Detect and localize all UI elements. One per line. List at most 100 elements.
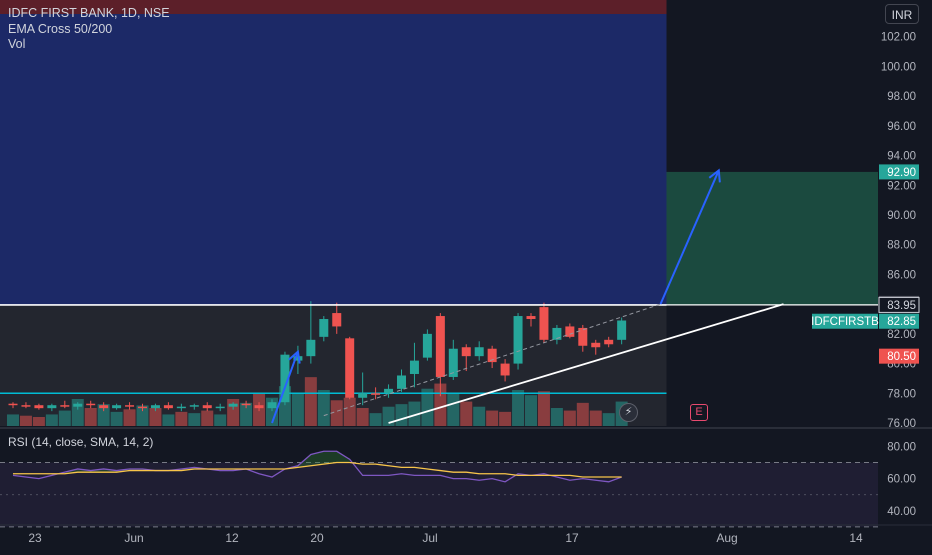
candle-body	[487, 348, 497, 363]
price-tick-label: 82.00	[887, 329, 916, 341]
volume-bar	[473, 406, 486, 426]
target-zone	[666, 171, 878, 305]
volume-bar	[19, 415, 32, 426]
rsi-tick-label: 40.00	[887, 506, 916, 518]
price-label-value: 92.90	[887, 167, 916, 179]
time-axis-label: Jun	[124, 531, 143, 545]
time-axis-label: 23	[28, 531, 42, 545]
volume-bar	[162, 414, 175, 426]
volume-bar	[188, 413, 201, 426]
volume-bar	[343, 397, 356, 426]
candle-body	[267, 402, 277, 409]
rsi-indicator-label[interactable]: RSI (14, close, SMA, 14, 2)	[8, 435, 154, 449]
volume-bar	[576, 402, 589, 426]
candle-body	[34, 405, 44, 409]
range-zone	[0, 0, 667, 305]
price-tick-label: 102.00	[881, 32, 916, 44]
candle-body	[461, 347, 471, 357]
candle-body	[319, 319, 329, 337]
volume-bar	[32, 417, 45, 426]
price-label-value: 83.95	[887, 300, 916, 312]
currency-button[interactable]: INR	[885, 4, 919, 24]
candle-body	[47, 405, 57, 409]
candle-body	[176, 406, 186, 409]
volume-bar	[317, 390, 330, 426]
support-trendline	[388, 303, 784, 424]
time-axis-label: 17	[565, 531, 579, 545]
price-tick-label: 98.00	[887, 91, 916, 103]
volume-bar	[7, 414, 19, 426]
price-label-box	[879, 313, 919, 329]
volume-bar	[525, 395, 537, 426]
volume-bar	[421, 388, 434, 426]
price-label-value: 82.85	[887, 316, 916, 328]
candle-body	[565, 326, 575, 337]
candle-body	[99, 405, 109, 409]
volume-bar	[240, 402, 253, 426]
price-tick-label: 86.00	[887, 269, 916, 281]
volume-bar	[447, 392, 460, 426]
time-axis-label: Aug	[716, 531, 737, 545]
volume-bar	[330, 400, 343, 426]
volume-bar	[123, 409, 136, 426]
volume-bar	[149, 408, 162, 426]
volume-bar	[499, 411, 512, 426]
candle-body	[591, 342, 601, 348]
candle-body	[604, 339, 614, 345]
candle-body	[293, 356, 303, 361]
candle-body	[73, 403, 83, 407]
candle-body	[397, 375, 406, 389]
candle-body	[578, 327, 588, 346]
volume-bar	[201, 410, 214, 426]
candle-body	[60, 405, 70, 407]
projection-arrow-head	[708, 168, 721, 183]
time-axis-label: 12	[225, 531, 239, 545]
volume-bar	[563, 410, 576, 426]
candle-body	[332, 313, 342, 327]
earnings-event-badge[interactable]: E	[690, 404, 708, 421]
candle-body	[228, 403, 238, 407]
candle-body	[539, 307, 549, 340]
volume-bar	[136, 405, 149, 426]
candle-body	[138, 406, 147, 409]
candle-body	[150, 405, 160, 409]
symbol-label-text: IDFCFIRSTB	[811, 316, 879, 328]
volume-indicator-label[interactable]: Vol	[8, 37, 26, 51]
ema-indicator-label[interactable]: EMA Cross 50/200	[8, 22, 113, 36]
candle-body	[21, 405, 31, 407]
volume-bar	[434, 383, 447, 426]
candle-body	[215, 406, 225, 409]
volume-bar	[408, 401, 421, 426]
volume-bar	[304, 377, 317, 426]
candle-body	[513, 316, 523, 364]
rsi-line	[12, 450, 622, 483]
candle-body	[371, 393, 381, 395]
volume-bar	[512, 390, 525, 426]
candle-body	[552, 327, 562, 340]
price-tick-label: 78.00	[887, 388, 916, 400]
price-label-value: 80.50	[887, 351, 916, 363]
candle-body	[409, 360, 419, 374]
price-label-box	[879, 348, 919, 364]
price-label-box	[878, 296, 920, 313]
candle-body	[306, 339, 316, 357]
projection-arrow	[659, 170, 720, 305]
volume-bar	[110, 411, 123, 426]
rsi-bull-fill	[284, 451, 350, 469]
time-axis-label: 14	[849, 531, 863, 545]
volume-bar	[550, 408, 563, 426]
rsi-sma-line	[13, 461, 622, 478]
volume-bar	[395, 404, 408, 426]
lightning-icon[interactable]: ⚡	[619, 403, 638, 422]
price-tick-label: 94.00	[887, 151, 916, 163]
breakout-arrow	[271, 351, 299, 424]
volume-bar	[486, 410, 499, 426]
volume-bar	[602, 413, 615, 426]
candle-body	[163, 405, 173, 409]
candle-body	[254, 405, 264, 409]
candle-body	[202, 405, 212, 409]
symbol-title[interactable]: IDFC FIRST BANK, 1D, NSE	[8, 6, 170, 20]
dashed-channel-line	[323, 303, 661, 417]
price-tick-label: 92.00	[887, 180, 916, 192]
